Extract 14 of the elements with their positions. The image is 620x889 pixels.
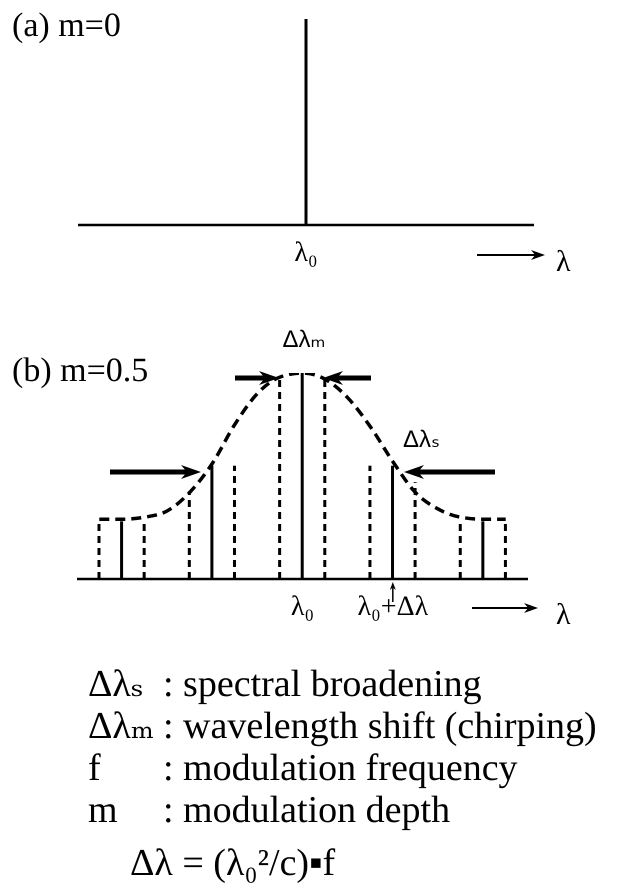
text: Δλₘ [282, 326, 326, 353]
x-tick-label: λ₀ [290, 591, 314, 622]
x-axis-title: λ [556, 245, 571, 278]
text: m : modulation depth [88, 789, 450, 831]
text: Δλ = (λ₀²/c)▪f [130, 842, 336, 884]
text: Δλₘ : wavelength shift (chirping) [88, 705, 597, 747]
x-axis-title: λ [556, 598, 571, 631]
x-tick-label: λ₀+Δλ [357, 591, 429, 622]
text: Δλₛ : spectral broadening [88, 663, 482, 705]
annotation: Δλₛ [403, 426, 440, 453]
chart-title: (a) m=0 [12, 7, 121, 44]
chart-title: (b) m=0.5 [12, 352, 148, 389]
text: f : modulation frequency [88, 747, 518, 789]
x-tick-label: λ₀ [294, 237, 318, 268]
